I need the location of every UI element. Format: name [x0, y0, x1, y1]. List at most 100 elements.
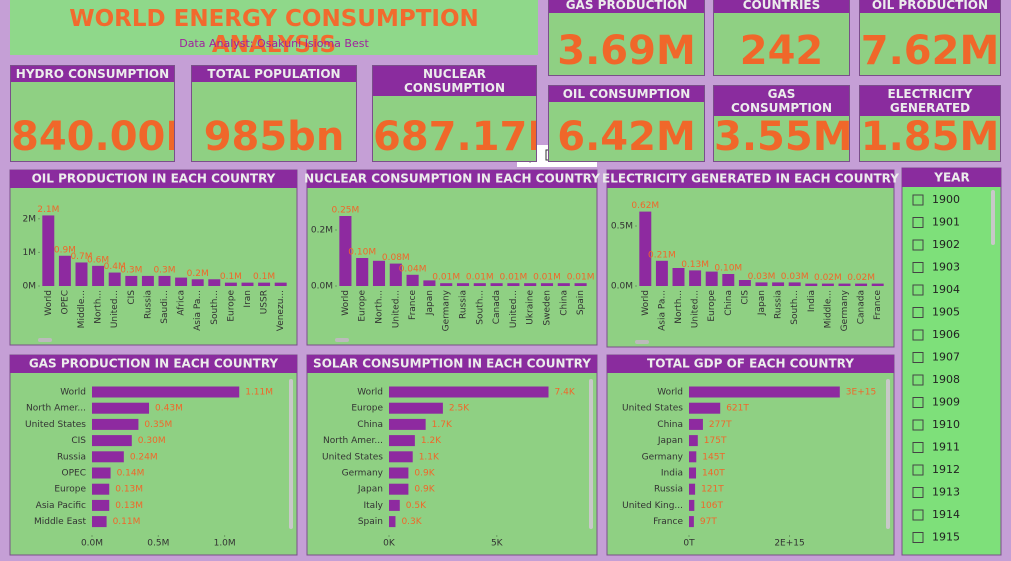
y-tick-label: CIS	[71, 436, 86, 446]
value-label: 0.9K	[414, 469, 435, 479]
checkbox[interactable]	[912, 487, 924, 498]
slicer-option: 1907	[932, 351, 960, 364]
y-tick-label: 0.0M	[611, 282, 633, 292]
value-label: 0.02M	[847, 273, 875, 283]
x-tick-label: Europe	[358, 290, 368, 322]
dashboard-title: WORLD ENERGY CONSUMPTION ANALYSIS	[69, 6, 479, 58]
checkbox[interactable]	[912, 284, 924, 296]
value-label: 0.04M	[399, 264, 427, 274]
value-label: 0.13M	[115, 485, 143, 495]
value-label: 0.2M	[187, 269, 209, 279]
y-tick-label: Russia	[57, 452, 86, 462]
checkbox[interactable]	[912, 374, 924, 386]
y-tick-label: World	[357, 388, 383, 398]
y-tick-label: India	[661, 469, 683, 479]
value-label: 277T	[709, 420, 732, 430]
value-label: 0.3K	[401, 517, 422, 527]
slicer-option: 1910	[932, 418, 960, 431]
value-label: 0.03M	[748, 272, 776, 282]
y-tick-label: United King...	[622, 501, 683, 511]
checkbox[interactable]	[912, 532, 924, 543]
value-label: 0.35M	[144, 420, 172, 430]
checkbox[interactable]	[912, 419, 924, 431]
column	[125, 275, 138, 286]
column	[456, 283, 470, 286]
column	[821, 283, 834, 286]
x-tick-label: Japan	[425, 290, 435, 316]
bar	[389, 402, 443, 414]
y-tick-label: Italy	[363, 501, 383, 511]
x-tick-label: South...	[210, 290, 220, 325]
y-tick-label: Russia	[654, 485, 683, 495]
y-tick-label: China	[657, 420, 683, 430]
kpi-label: OIL PRODUCTION	[860, 0, 1000, 13]
checkbox[interactable]	[912, 442, 924, 453]
y-tick-label: World	[60, 388, 86, 398]
kpi-value: 985bn	[203, 114, 345, 160]
x-tick-label: South...	[790, 290, 800, 325]
x-tick-label: Asia Pa...	[193, 290, 203, 331]
chart-header	[607, 170, 894, 188]
kpi-label: GAS CONSUMPTION	[714, 86, 849, 116]
x-tick-label: Canada	[492, 290, 502, 324]
bar	[689, 435, 698, 447]
column	[372, 260, 386, 286]
bar	[92, 402, 150, 414]
value-label: 0.1M	[220, 272, 242, 282]
kpi-label: TOTAL POPULATION	[192, 66, 356, 82]
value-label: 2.1M	[37, 205, 59, 215]
bar	[689, 402, 721, 414]
column	[389, 263, 402, 286]
value-label: 0.11M	[113, 517, 141, 527]
kpi-label: NUCLEAR CONSUMPTION	[373, 66, 536, 96]
chart-title: ELECTRICITY GENERATED IN EACH COUNTRY	[602, 172, 899, 186]
checkbox[interactable]	[912, 397, 924, 408]
scrollbar	[38, 338, 52, 342]
x-tick-label: France	[408, 290, 418, 320]
column	[208, 279, 221, 286]
x-tick-label: United...	[509, 290, 519, 328]
bar	[389, 418, 426, 430]
slicer-option: 1909	[932, 396, 960, 409]
slicer-option: 1915	[932, 531, 960, 544]
kpi-label: GAS PRODUCTION	[549, 0, 704, 13]
x-tick-label: Japan	[757, 290, 767, 316]
kpi-card: ELECTRICITY GENERATED 1.85M	[859, 85, 1001, 162]
x-tick-label: China	[559, 290, 569, 316]
checkbox[interactable]	[912, 329, 924, 341]
column	[92, 265, 105, 286]
checkbox[interactable]	[912, 194, 924, 206]
bar	[92, 435, 132, 447]
value-label: 106T	[700, 501, 723, 511]
bar	[389, 483, 409, 495]
checkbox[interactable]	[912, 352, 924, 363]
checkbox[interactable]	[912, 262, 924, 273]
y-tick-label: United States	[25, 420, 86, 430]
checkbox[interactable]	[912, 509, 924, 521]
chart-header	[10, 355, 297, 373]
x-tick-label: Saudi...	[160, 290, 170, 324]
scrollbar	[991, 190, 995, 245]
checkbox[interactable]	[912, 464, 924, 476]
column	[258, 282, 271, 286]
y-tick-label: Japan	[657, 436, 683, 446]
value-label: 0.4M	[104, 262, 126, 272]
value-label: 0.08M	[382, 253, 410, 263]
value-label: 0.14M	[117, 469, 145, 479]
column	[274, 282, 287, 286]
checkbox[interactable]	[912, 217, 924, 228]
value-label: 0.01M	[567, 273, 595, 283]
value-label: 0.10M	[348, 248, 376, 258]
y-tick-label: France	[653, 517, 683, 527]
kpi-card: HYDRO CONSUMPTION 840.00K	[10, 65, 175, 162]
y-tick-label: Germany	[642, 452, 684, 462]
column	[507, 283, 520, 286]
column	[141, 275, 154, 286]
checkbox[interactable]	[912, 307, 924, 318]
chart-panel	[9, 169, 298, 346]
y-tick-label: 1M	[23, 248, 37, 258]
kpi-card: COUNTRIES 242	[713, 0, 850, 76]
chart-title: SOLAR CONSUMPTION IN EACH COUNTRY	[313, 357, 591, 371]
x-tick-label: World	[641, 290, 651, 316]
checkbox[interactable]	[912, 239, 924, 251]
